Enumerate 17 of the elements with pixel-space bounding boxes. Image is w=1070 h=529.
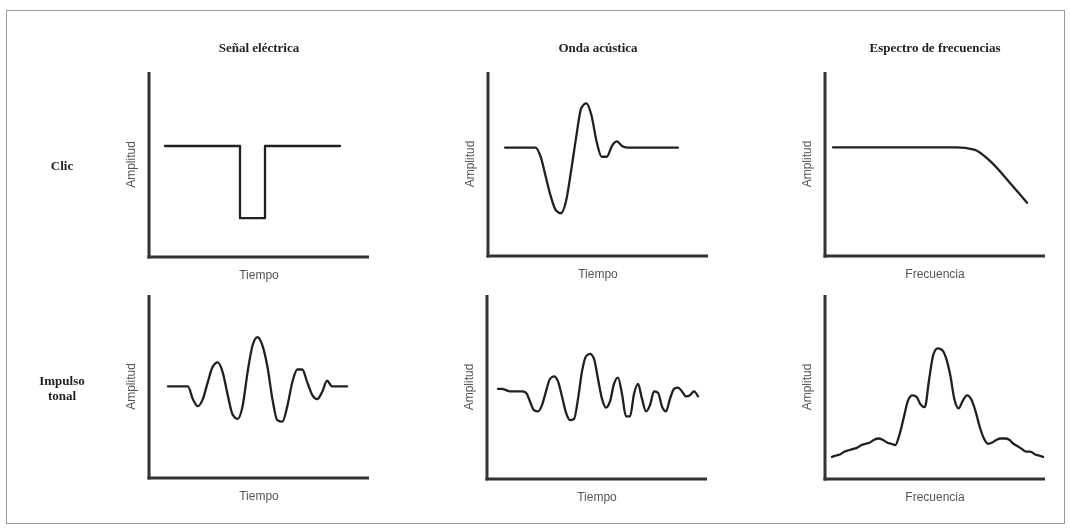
text: Impulso tonal <box>39 372 85 403</box>
x-axis-title: Tiempo <box>578 267 619 281</box>
x-axis-title: Frecuencia <box>905 490 965 504</box>
text: Clic <box>50 157 74 173</box>
chart-title: Espectro de frecuencias <box>869 40 1001 55</box>
y-axis-title: Amplitud <box>124 363 138 410</box>
x-axis-title: Tiempo <box>239 489 280 503</box>
y-axis-title: Amplitud <box>463 140 477 188</box>
x-axis-title: Frecuencia <box>905 267 965 281</box>
x-axis-title: Tiempo <box>239 268 280 282</box>
y-axis-title: Amplitud <box>800 363 814 411</box>
y-axis-title: Amplitud <box>800 140 814 188</box>
x-axis-title: Tiempo <box>577 490 618 504</box>
chart-title: Señal eléctrica <box>218 40 300 55</box>
y-axis-title: Amplitud <box>462 363 476 411</box>
y-axis-title: Amplitud <box>124 141 138 188</box>
chart-title: Onda acústica <box>558 40 639 55</box>
